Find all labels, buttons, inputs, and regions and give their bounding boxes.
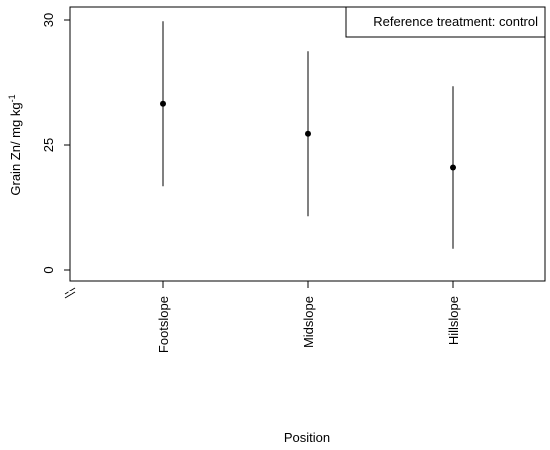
y-axis-ticks: 30 25 0 — [41, 8, 71, 281]
point-hillslope — [450, 164, 456, 171]
x-tick-label-midslope: Midslope — [301, 296, 316, 348]
legend-box — [345, 6, 546, 38]
axis-break-gap — [68, 291, 72, 294]
x-tick-label-footslope: Footslope — [156, 296, 171, 353]
y-axis-label-superscript: -1 — [7, 94, 17, 102]
x-axis-label: Position — [284, 430, 330, 445]
axis-break-marks — [64, 287, 76, 299]
y-tick-label-1: 25 — [41, 138, 56, 152]
axis-break-slash-2 — [64, 291, 76, 299]
legend-text: Reference treatment: control — [373, 14, 538, 29]
point-midslope — [305, 130, 311, 137]
point-footslope — [160, 100, 166, 107]
x-axis-ticks: Footslope Midslope Hillslope — [156, 281, 461, 353]
y-tick-label-2: 0 — [41, 266, 56, 273]
data-marks — [160, 21, 456, 249]
y-axis-label-main: Grain Zn/ mg kg — [8, 102, 23, 195]
y-axis-label: Grain Zn/ mg kg-1 — [7, 94, 23, 195]
x-tick-label-hillslope: Hillslope — [446, 296, 461, 345]
y-tick-label-0: 30 — [41, 13, 56, 27]
